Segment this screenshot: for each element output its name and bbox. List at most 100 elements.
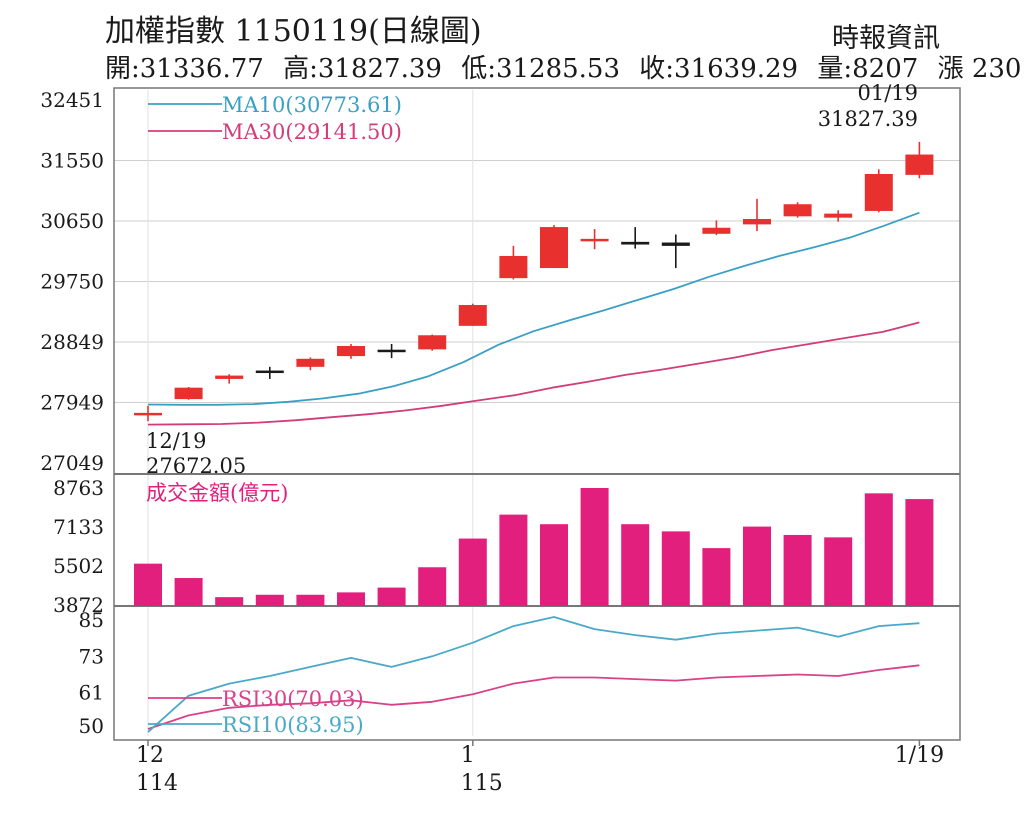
volume-title: 成交金額(億元) <box>146 481 288 505</box>
volume-bar <box>215 597 244 606</box>
candle-body <box>824 213 853 218</box>
rsi-tick-label: 85 <box>79 608 104 632</box>
candle <box>743 198 771 232</box>
candle <box>621 227 650 249</box>
price-tick-label: 32451 <box>40 88 104 112</box>
change-value: 漲 230.59 <box>937 54 1024 84</box>
candle <box>255 366 284 379</box>
candle-body <box>702 227 731 234</box>
close-value: 收:31639.29 <box>639 54 799 84</box>
candle <box>864 169 893 213</box>
ma10-line <box>147 211 920 406</box>
candle <box>824 210 853 222</box>
candle-body <box>377 349 406 353</box>
rsi30-legend-label: RSI30(70.03) <box>222 687 364 711</box>
candle <box>337 343 365 359</box>
price-tick-label: 27049 <box>40 451 104 475</box>
candle-body <box>174 387 203 400</box>
candle <box>661 234 690 269</box>
candle <box>134 405 162 422</box>
volume-bar <box>134 563 162 606</box>
candle-body <box>255 370 284 374</box>
low-value-annotation: 27672.05 <box>146 454 246 478</box>
volume-tick-label: 5502 <box>53 554 104 578</box>
candle-body <box>864 173 893 211</box>
volume-bar <box>418 567 447 606</box>
candle <box>377 343 406 359</box>
x-month-label: 1 <box>461 743 475 768</box>
candle-body <box>337 346 365 357</box>
rsi10-line <box>147 616 920 733</box>
candle <box>783 202 812 218</box>
candle-body <box>296 358 325 367</box>
ma30-legend-label: MA30(29141.50) <box>222 120 402 144</box>
candle-body <box>580 238 609 242</box>
candle <box>580 229 609 250</box>
ma30-line <box>147 321 920 426</box>
volume-bar <box>824 537 853 606</box>
x-year-label: 115 <box>461 771 503 796</box>
x-year-label: 114 <box>136 771 178 796</box>
high-value-annotation: 31827.39 <box>818 107 918 131</box>
candle-body <box>499 255 528 279</box>
price-tick-label: 30650 <box>40 209 104 233</box>
candle-body <box>743 219 771 225</box>
candle <box>905 141 934 179</box>
volume-tick-label: 8763 <box>53 476 104 500</box>
low-date-annotation: 12/19 <box>146 429 207 453</box>
volume-bar <box>702 548 731 606</box>
candle <box>499 245 528 280</box>
price-tick-label: 27949 <box>40 391 104 415</box>
rsi10-legend-label: RSI10(83.95) <box>222 713 364 737</box>
price-tick-label: 28849 <box>40 330 104 354</box>
volume-bar <box>661 531 690 606</box>
volume-bar <box>499 514 528 606</box>
candle-body <box>905 154 934 175</box>
candle-body <box>458 305 487 326</box>
volume-bar <box>337 592 365 606</box>
rsi-panel: RSI30(70.03)RSI10(83.95) <box>147 616 920 737</box>
volume-bar <box>743 526 771 606</box>
volume-bar <box>864 493 893 606</box>
candle <box>174 386 203 400</box>
volume-value: 量:8207 <box>817 54 919 84</box>
candle <box>215 374 244 384</box>
volume-tick-label: 3872 <box>53 593 104 617</box>
candle-body <box>621 241 650 245</box>
candle-body <box>661 242 690 246</box>
price-tick-label: 29750 <box>40 270 104 294</box>
volume-panel: 成交金額(億元) <box>134 481 934 606</box>
candle-body <box>418 335 447 350</box>
candle-body <box>783 204 812 217</box>
ma10-legend-label: MA10(30773.61) <box>222 93 402 117</box>
candle <box>540 225 568 269</box>
volume-bar <box>540 524 568 606</box>
chart-frame <box>113 87 961 741</box>
volume-bar <box>783 534 812 606</box>
ohlc-stats-row: 開:31336.77 高:31827.39 低:31285.53 收:31639… <box>105 48 1024 85</box>
source-label: 時報資訊 <box>832 23 940 54</box>
grid-lines <box>114 90 960 736</box>
candle-body <box>540 227 568 269</box>
candle <box>458 303 487 326</box>
volume-tick-label: 7133 <box>53 515 104 539</box>
rsi-tick-label: 73 <box>79 644 104 668</box>
open-value: 開:31336.77 <box>105 54 264 84</box>
price-tick-label: 31550 <box>40 149 104 173</box>
rsi-tick-label: 61 <box>79 681 104 705</box>
high-value: 高:31827.39 <box>283 54 442 84</box>
x-month-label: 12 <box>136 743 164 768</box>
candle <box>418 334 447 351</box>
rsi30-line <box>147 664 920 730</box>
volume-bar <box>255 594 284 606</box>
volume-bar <box>377 587 406 606</box>
plot-border <box>113 87 961 741</box>
x-month-label: 1/19 <box>895 743 944 768</box>
high-date-annotation: 01/19 <box>857 81 918 105</box>
candle-body <box>134 412 162 416</box>
candle <box>702 220 731 236</box>
price-panel: MA10(30773.61) MA30(29141.50) 01/1931827.3… <box>134 81 934 478</box>
volume-bar <box>174 578 203 606</box>
